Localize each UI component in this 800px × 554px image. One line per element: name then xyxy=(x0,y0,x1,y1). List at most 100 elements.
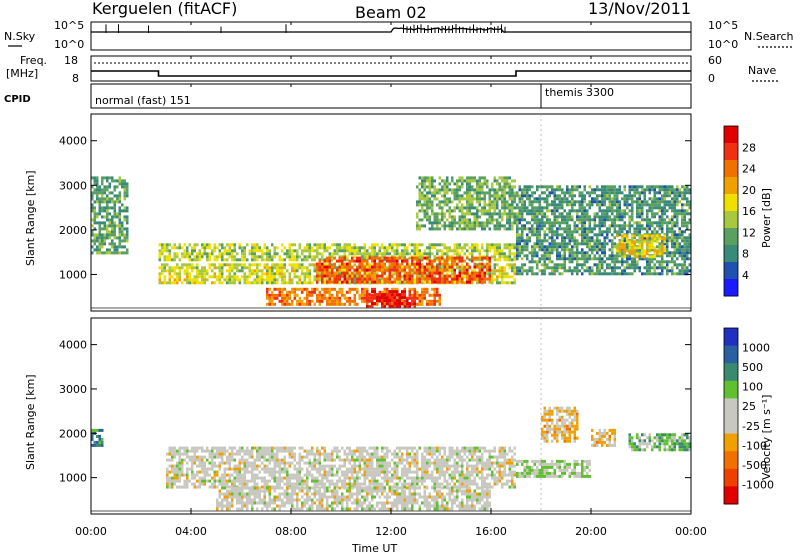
power-cell xyxy=(93,236,96,240)
velocity-cell xyxy=(198,455,201,459)
velocity-cell xyxy=(233,446,236,450)
power-cell xyxy=(491,212,494,216)
power-cell xyxy=(671,200,674,204)
power-cell xyxy=(106,176,109,180)
power-cell xyxy=(428,252,431,256)
power-cell xyxy=(291,263,294,267)
power-cell xyxy=(491,255,494,259)
power-cell xyxy=(106,200,109,204)
power-cell xyxy=(676,203,679,207)
power-cell xyxy=(316,268,319,272)
power-cell xyxy=(643,249,646,253)
velocity-cell xyxy=(193,446,196,450)
power-cell xyxy=(531,200,534,204)
power-cell xyxy=(421,281,424,285)
power-cell xyxy=(531,260,534,264)
power-cell xyxy=(601,224,604,228)
power-cell xyxy=(316,293,319,297)
power-cell xyxy=(401,290,404,294)
velocity-cell xyxy=(191,464,194,468)
power-cell xyxy=(676,236,679,240)
power-cell xyxy=(553,269,556,273)
power-cell xyxy=(646,260,649,264)
power-cell xyxy=(518,197,521,201)
power-cell xyxy=(108,197,111,201)
power-cell xyxy=(501,272,504,276)
power-cell xyxy=(408,293,411,297)
power-cell xyxy=(546,194,549,198)
power-cell xyxy=(506,243,509,247)
power-cell xyxy=(358,262,361,266)
velocity-cell xyxy=(211,482,214,486)
power-cell xyxy=(496,188,499,192)
power-cell xyxy=(576,272,579,276)
power-cell xyxy=(576,251,579,255)
velocity-cell xyxy=(223,476,226,480)
power-cell xyxy=(228,246,231,250)
power-cell xyxy=(98,206,101,210)
power-cell xyxy=(626,266,629,270)
power-cell xyxy=(498,243,501,247)
power-cell xyxy=(298,281,301,285)
power-cell xyxy=(466,249,469,253)
power-cell xyxy=(566,191,569,195)
power-cell xyxy=(611,245,614,249)
power-cell xyxy=(428,176,431,180)
power-cell xyxy=(431,206,434,210)
power-cell xyxy=(98,245,101,249)
power-cell xyxy=(121,233,124,237)
power-cell xyxy=(236,266,239,270)
power-cell xyxy=(281,290,284,294)
power-cell xyxy=(586,254,589,258)
power-cell xyxy=(273,255,276,259)
power-cell xyxy=(321,246,324,250)
power-cell xyxy=(666,233,669,237)
power-cell xyxy=(158,252,161,256)
velocity-cell xyxy=(168,446,171,450)
power-cell xyxy=(628,249,631,253)
power-cell xyxy=(461,179,464,183)
power-cell xyxy=(163,263,166,267)
power-cell xyxy=(616,243,619,247)
power-cell xyxy=(256,275,259,279)
power-cell xyxy=(436,256,439,260)
power-cell xyxy=(588,191,591,195)
power-cell xyxy=(366,249,369,253)
power-cell xyxy=(478,200,481,204)
power-cell xyxy=(563,230,566,234)
power-cell xyxy=(613,272,616,276)
power-cell xyxy=(448,215,451,219)
power-cell xyxy=(651,203,654,207)
velocity-cell xyxy=(233,470,236,474)
frequency-line xyxy=(91,70,691,77)
power-cell xyxy=(286,302,289,306)
velocity-cell xyxy=(196,446,199,450)
power-cell xyxy=(586,209,589,213)
power-cell xyxy=(288,278,291,282)
power-cell xyxy=(496,281,499,285)
power-cell xyxy=(413,293,416,297)
power-cell xyxy=(516,254,519,258)
power-cell xyxy=(426,299,429,303)
power-cell xyxy=(213,249,216,253)
power-cell xyxy=(398,265,401,269)
power-cell xyxy=(603,185,606,189)
power-cell xyxy=(571,200,574,204)
power-cell xyxy=(348,268,351,272)
power-cell xyxy=(218,269,221,273)
power-cell xyxy=(516,257,519,261)
power-cell xyxy=(371,280,374,284)
power-cell xyxy=(513,252,516,256)
power-cell xyxy=(296,302,299,306)
power-cell xyxy=(638,185,641,189)
power-cell xyxy=(468,224,471,228)
power-cell xyxy=(631,185,634,189)
power-cell xyxy=(91,197,94,201)
power-cell xyxy=(651,246,654,250)
power-cell xyxy=(531,212,534,216)
power-cell xyxy=(91,218,94,222)
power-cell xyxy=(303,249,306,253)
velocity-cell xyxy=(193,458,196,462)
power-cell xyxy=(286,281,289,285)
power-cell xyxy=(201,266,204,270)
